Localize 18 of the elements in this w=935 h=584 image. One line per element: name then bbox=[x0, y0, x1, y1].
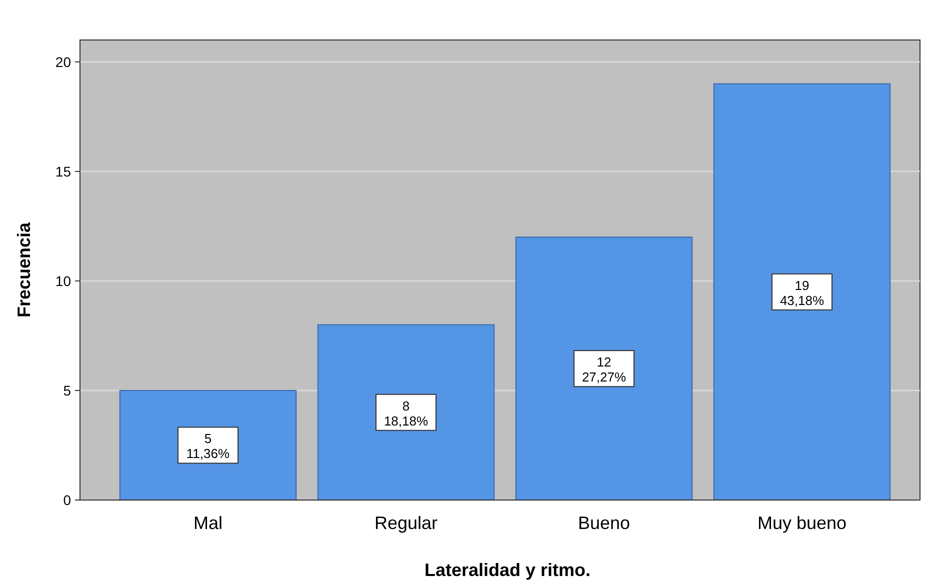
x-axis-title: Lateralidad y ritmo. bbox=[424, 560, 591, 580]
y-tick-label: 10 bbox=[55, 272, 72, 289]
data-label: 5 11,36% bbox=[186, 431, 230, 462]
x-tick-label: Muy bueno bbox=[757, 513, 847, 533]
y-axis-title: Frecuencia bbox=[14, 221, 34, 318]
bar bbox=[317, 324, 495, 500]
x-tick-label: Mal bbox=[194, 513, 223, 533]
data-label: 12 27,27% bbox=[582, 354, 626, 385]
y-tick-label: 20 bbox=[55, 54, 72, 70]
y-tick-label: 0 bbox=[63, 492, 72, 508]
x-tick-label: Regular bbox=[374, 513, 438, 533]
bar bbox=[713, 83, 891, 500]
data-label: 19 43,18% bbox=[780, 278, 824, 308]
y-tick-label: 5 bbox=[63, 382, 72, 398]
bar bbox=[515, 236, 693, 500]
y-tick-label: 15 bbox=[55, 163, 72, 180]
data-label: 8 18,18% bbox=[384, 398, 428, 428]
x-tick-label: Bueno bbox=[578, 513, 630, 533]
